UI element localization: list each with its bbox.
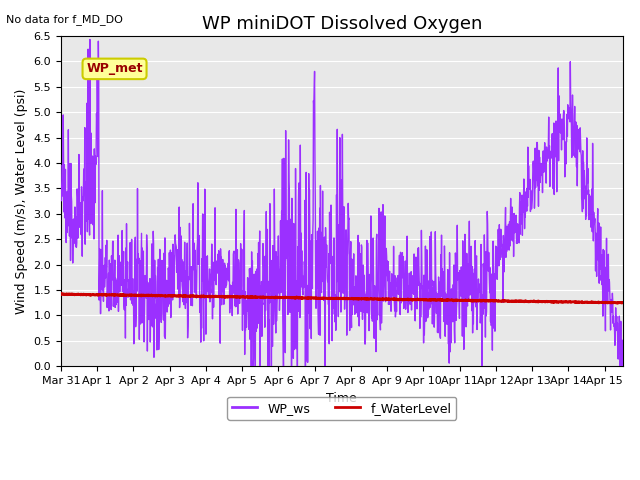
Text: WP_met: WP_met (86, 62, 143, 75)
Y-axis label: Wind Speed (m/s), Water Level (psi): Wind Speed (m/s), Water Level (psi) (15, 88, 28, 314)
Text: No data for f_MD_DO: No data for f_MD_DO (6, 14, 124, 25)
Legend: WP_ws, f_WaterLevel: WP_ws, f_WaterLevel (227, 396, 456, 420)
Title: WP miniDOT Dissolved Oxygen: WP miniDOT Dissolved Oxygen (202, 15, 482, 33)
X-axis label: Time: Time (326, 392, 357, 405)
